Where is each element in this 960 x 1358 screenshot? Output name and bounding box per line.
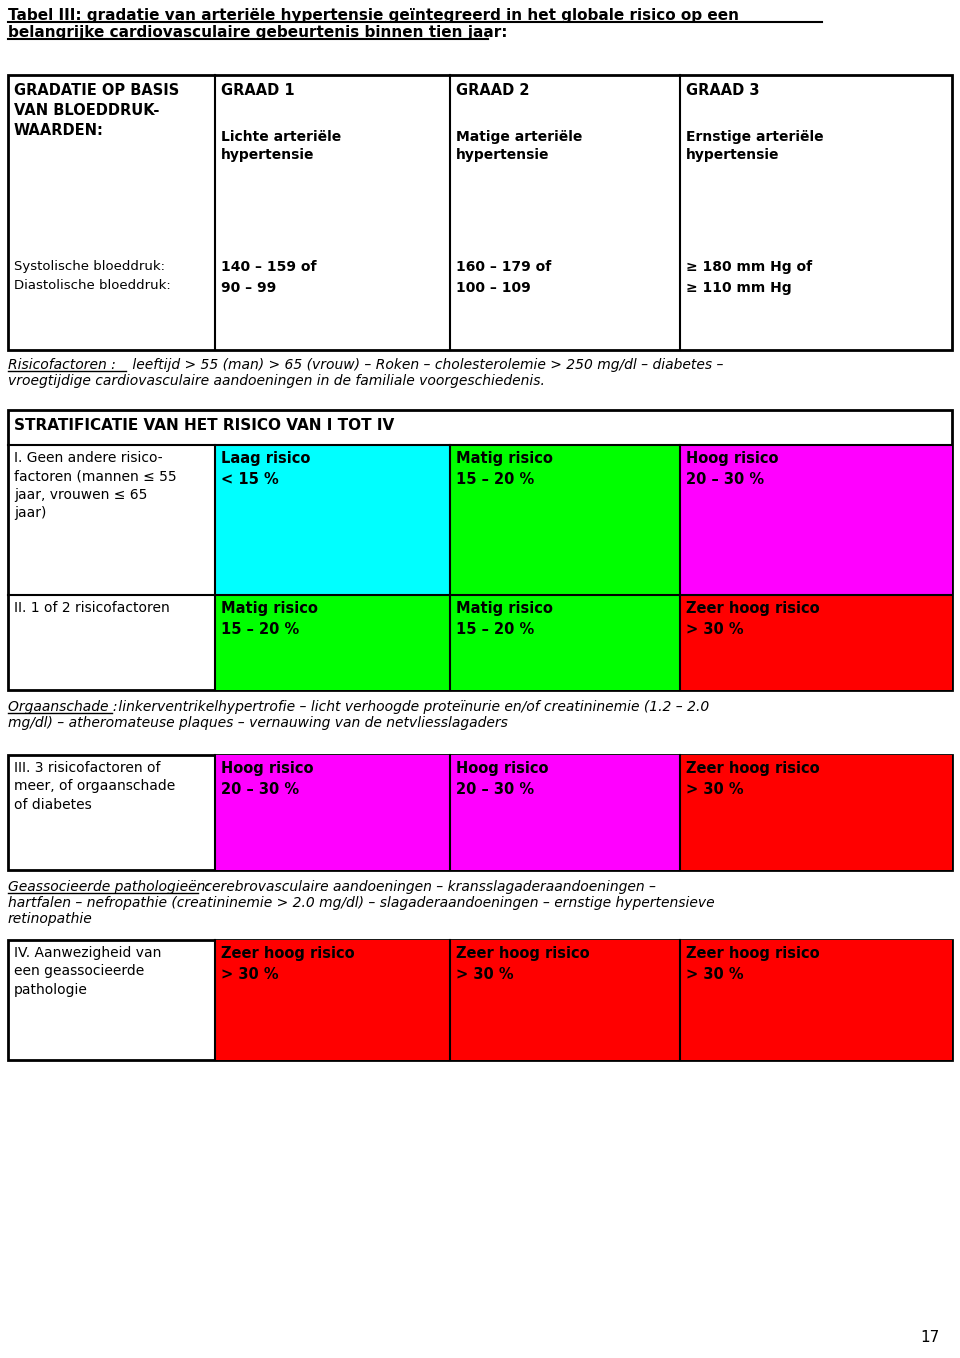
Text: Matig risico
15 – 20 %: Matig risico 15 – 20 % [456,602,553,637]
Bar [215,445,450,595]
Text: Ernstige arteriële
hypertensie: Ernstige arteriële hypertensie [686,130,824,163]
Text: Matig risico
15 – 20 %: Matig risico 15 – 20 % [456,451,553,488]
Bar [8,75,952,350]
Text: mg/dl) – atheromateuse plaques – vernauwing van de netvliesslagaders: mg/dl) – atheromateuse plaques – vernauw… [8,716,508,731]
Text: Hoog risico
20 – 30 %: Hoog risico 20 – 30 % [686,451,779,488]
Text: GRAAD 3: GRAAD 3 [686,83,759,98]
Text: II. 1 of 2 risicofactoren: II. 1 of 2 risicofactoren [14,602,170,615]
Text: Tabel III: gradatie van arteriële hypertensie geïntegreerd in het globale risico: Tabel III: gradatie van arteriële hypert… [8,8,739,23]
Text: GRAAD 2: GRAAD 2 [456,83,530,98]
Text: Lichte arteriële
hypertensie: Lichte arteriële hypertensie [221,130,341,163]
Text: IV. Aanwezigheid van
een geassocieerde
pathologie: IV. Aanwezigheid van een geassocieerde p… [14,947,161,997]
Text: retinopathie: retinopathie [8,913,93,926]
Bar [215,595,450,690]
Text: Risicofactoren :: Risicofactoren : [8,359,116,372]
Bar [8,940,952,1061]
Text: hartfalen – nefropathie (creatininemie > 2.0 mg/dl) – slagaderaandoeningen – ern: hartfalen – nefropathie (creatininemie >… [8,896,714,910]
Text: Zeer hoog risico
> 30 %: Zeer hoog risico > 30 % [686,947,820,982]
Text: Zeer hoog risico
> 30 %: Zeer hoog risico > 30 % [456,947,589,982]
Bar [215,755,450,870]
Text: Laag risico
< 15 %: Laag risico < 15 % [221,451,310,488]
Text: cerebrovasculaire aandoeningen – kransslagaderaandoeningen –: cerebrovasculaire aandoeningen – kranssl… [200,880,656,894]
Text: Zeer hoog risico
> 30 %: Zeer hoog risico > 30 % [686,760,820,797]
Text: Geassocieerde pathologieën:: Geassocieerde pathologieën: [8,880,210,894]
Text: GRAAD 1: GRAAD 1 [221,83,295,98]
Text: 160 – 179 of
100 – 109: 160 – 179 of 100 – 109 [456,259,551,295]
Text: Hoog risico
20 – 30 %: Hoog risico 20 – 30 % [456,760,548,797]
Text: STRATIFICATIE VAN HET RISICO VAN I TOT IV: STRATIFICATIE VAN HET RISICO VAN I TOT I… [14,418,395,433]
Bar [8,410,952,690]
Text: 17: 17 [921,1329,940,1344]
Bar [680,940,952,1061]
Text: III. 3 risicofactoren of
meer, of orgaanschade
of diabetes: III. 3 risicofactoren of meer, of orgaan… [14,760,176,812]
Text: Zeer hoog risico
> 30 %: Zeer hoog risico > 30 % [221,947,354,982]
Text: Matige arteriële
hypertensie: Matige arteriële hypertensie [456,130,583,163]
Bar [215,940,450,1061]
Text: I. Geen andere risico-
factoren (mannen ≤ 55
jaar, vrouwen ≤ 65
jaar): I. Geen andere risico- factoren (mannen … [14,451,177,520]
Text: GRADATIE OP BASIS
VAN BLOEDDRUK-
WAARDEN:: GRADATIE OP BASIS VAN BLOEDDRUK- WAARDEN… [14,83,180,137]
Text: Orgaanschade :: Orgaanschade : [8,699,117,714]
Bar [8,755,952,870]
Text: vroegtijdige cardiovasculaire aandoeningen in de familiale voorgeschiedenis.: vroegtijdige cardiovasculaire aandoening… [8,373,545,388]
Bar [680,595,952,690]
Text: Zeer hoog risico
> 30 %: Zeer hoog risico > 30 % [686,602,820,637]
Bar [450,940,680,1061]
Text: Matig risico
15 – 20 %: Matig risico 15 – 20 % [221,602,318,637]
Text: Hoog risico
20 – 30 %: Hoog risico 20 – 30 % [221,760,314,797]
Bar [680,445,952,595]
Text: Systolische bloeddruk:
Diastolische bloeddruk:: Systolische bloeddruk: Diastolische bloe… [14,259,171,292]
Text: ≥ 180 mm Hg of
≥ 110 mm Hg: ≥ 180 mm Hg of ≥ 110 mm Hg [686,259,812,295]
Text: belangrijke cardiovasculaire gebeurtenis binnen tien jaar:: belangrijke cardiovasculaire gebeurtenis… [8,24,508,39]
Bar [450,595,680,690]
Text: linkerventrikelhypertrofie – licht verhoogde proteïnurie en/of creatininemie (1.: linkerventrikelhypertrofie – licht verho… [114,699,709,714]
Text: 140 – 159 of
90 – 99: 140 – 159 of 90 – 99 [221,259,317,295]
Bar [680,755,952,870]
Text: leeftijd > 55 (man) > 65 (vrouw) – Roken – cholesterolemie > 250 mg/dl – diabete: leeftijd > 55 (man) > 65 (vrouw) – Roken… [128,359,724,372]
Bar [450,755,680,870]
Bar [450,445,680,595]
